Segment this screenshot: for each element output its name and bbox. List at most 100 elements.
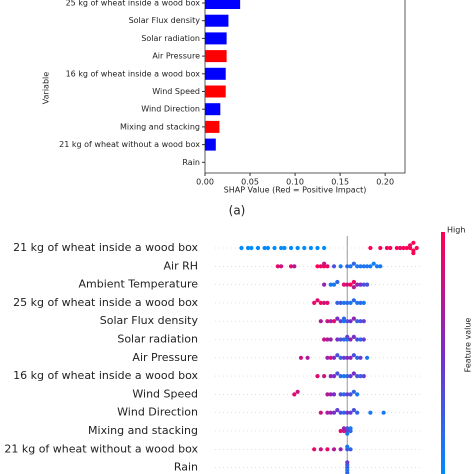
dot xyxy=(331,447,337,452)
dot xyxy=(338,392,343,397)
y-tick-label: 21 kg of wheat without a wood box xyxy=(4,442,198,455)
dot xyxy=(384,245,390,251)
dot xyxy=(341,316,347,321)
dot xyxy=(358,264,363,269)
dot xyxy=(351,334,356,339)
y-tick-label: Air Pressure xyxy=(152,52,200,61)
dot xyxy=(328,355,333,360)
dot xyxy=(302,245,307,251)
dot xyxy=(312,447,317,452)
dot xyxy=(338,410,343,415)
dot xyxy=(315,264,320,269)
bar xyxy=(205,85,226,98)
dot xyxy=(318,447,323,452)
dot xyxy=(322,300,327,305)
dot xyxy=(348,374,353,379)
dot xyxy=(325,355,330,360)
dot xyxy=(338,374,343,379)
dot xyxy=(318,319,323,324)
dot xyxy=(348,392,353,397)
dot xyxy=(378,264,383,269)
dot xyxy=(328,337,333,342)
y-tick-label: Rain xyxy=(182,158,200,167)
dot xyxy=(345,460,350,465)
dot xyxy=(351,371,356,376)
y-tick-label: Wind Direction xyxy=(117,406,198,419)
panel-a: Variable SHAP Value (Red = Positive Impa… xyxy=(42,72,367,218)
dot xyxy=(368,264,373,269)
dot xyxy=(345,431,350,436)
dot xyxy=(262,245,267,251)
dot xyxy=(345,264,350,269)
y-tick-label: Air Pressure xyxy=(132,351,198,364)
bar xyxy=(205,14,229,27)
dot xyxy=(341,426,347,431)
x-tick-label: 0.05 xyxy=(241,178,259,187)
dot xyxy=(322,261,327,266)
y-tick-label: 21 kg of wheat without a wood box xyxy=(59,140,200,149)
dot xyxy=(358,355,363,360)
dot xyxy=(348,447,353,452)
dot xyxy=(348,337,353,342)
dot xyxy=(338,447,343,452)
dot xyxy=(341,300,347,305)
dot xyxy=(325,300,330,305)
dot xyxy=(345,319,350,324)
y-tick-label: 25 kg of wheat inside a wood box xyxy=(66,0,201,8)
dot xyxy=(325,319,330,324)
dot xyxy=(364,282,370,287)
dot xyxy=(404,245,409,251)
dot xyxy=(345,355,350,360)
y-tick-label: 21 kg of wheat inside a wood box xyxy=(13,241,198,254)
dot xyxy=(341,410,347,415)
dot xyxy=(331,410,337,415)
y-tick-label: 16 kg of wheat inside a wood box xyxy=(13,369,198,382)
y-tick-label: Wind Speed xyxy=(132,387,198,400)
y-tick-label: Mixing and stacking xyxy=(120,122,200,131)
dot xyxy=(335,408,340,413)
dot xyxy=(348,282,353,287)
dot xyxy=(361,282,366,287)
dot xyxy=(325,392,330,397)
dot xyxy=(335,337,340,342)
dot xyxy=(331,319,337,324)
x-tick-label: 0.15 xyxy=(331,178,349,187)
dot xyxy=(338,355,343,360)
dot xyxy=(322,245,327,251)
colorbar-label: Feature value xyxy=(464,318,473,373)
dot xyxy=(328,410,333,415)
dot xyxy=(345,300,350,305)
dot xyxy=(341,355,347,360)
dot xyxy=(345,444,350,449)
dot xyxy=(288,264,294,269)
dot xyxy=(318,264,323,269)
bar xyxy=(205,120,220,133)
dot xyxy=(351,408,356,413)
dot xyxy=(345,334,350,339)
dot xyxy=(361,300,366,305)
y-tick-label: Mixing and stacking xyxy=(88,424,198,437)
y-tick-label: 16 kg of wheat inside a wood box xyxy=(66,69,201,78)
dot xyxy=(355,319,360,324)
dot xyxy=(355,355,360,360)
dot xyxy=(338,428,343,434)
dot xyxy=(348,355,353,360)
dot xyxy=(358,337,363,342)
dot xyxy=(335,316,340,321)
dot xyxy=(322,374,327,379)
y-tick-label: Wind Speed xyxy=(152,87,200,96)
dot xyxy=(345,282,350,287)
dot xyxy=(335,371,340,376)
dot xyxy=(279,245,284,251)
dot xyxy=(348,319,353,324)
dot xyxy=(355,282,360,287)
colorbar xyxy=(441,232,445,474)
bar xyxy=(205,50,227,63)
dot xyxy=(328,374,333,379)
dot xyxy=(265,245,271,251)
dot xyxy=(355,300,360,305)
dot xyxy=(292,264,297,269)
dot xyxy=(239,245,244,251)
dot xyxy=(351,353,356,358)
dot xyxy=(322,337,327,342)
